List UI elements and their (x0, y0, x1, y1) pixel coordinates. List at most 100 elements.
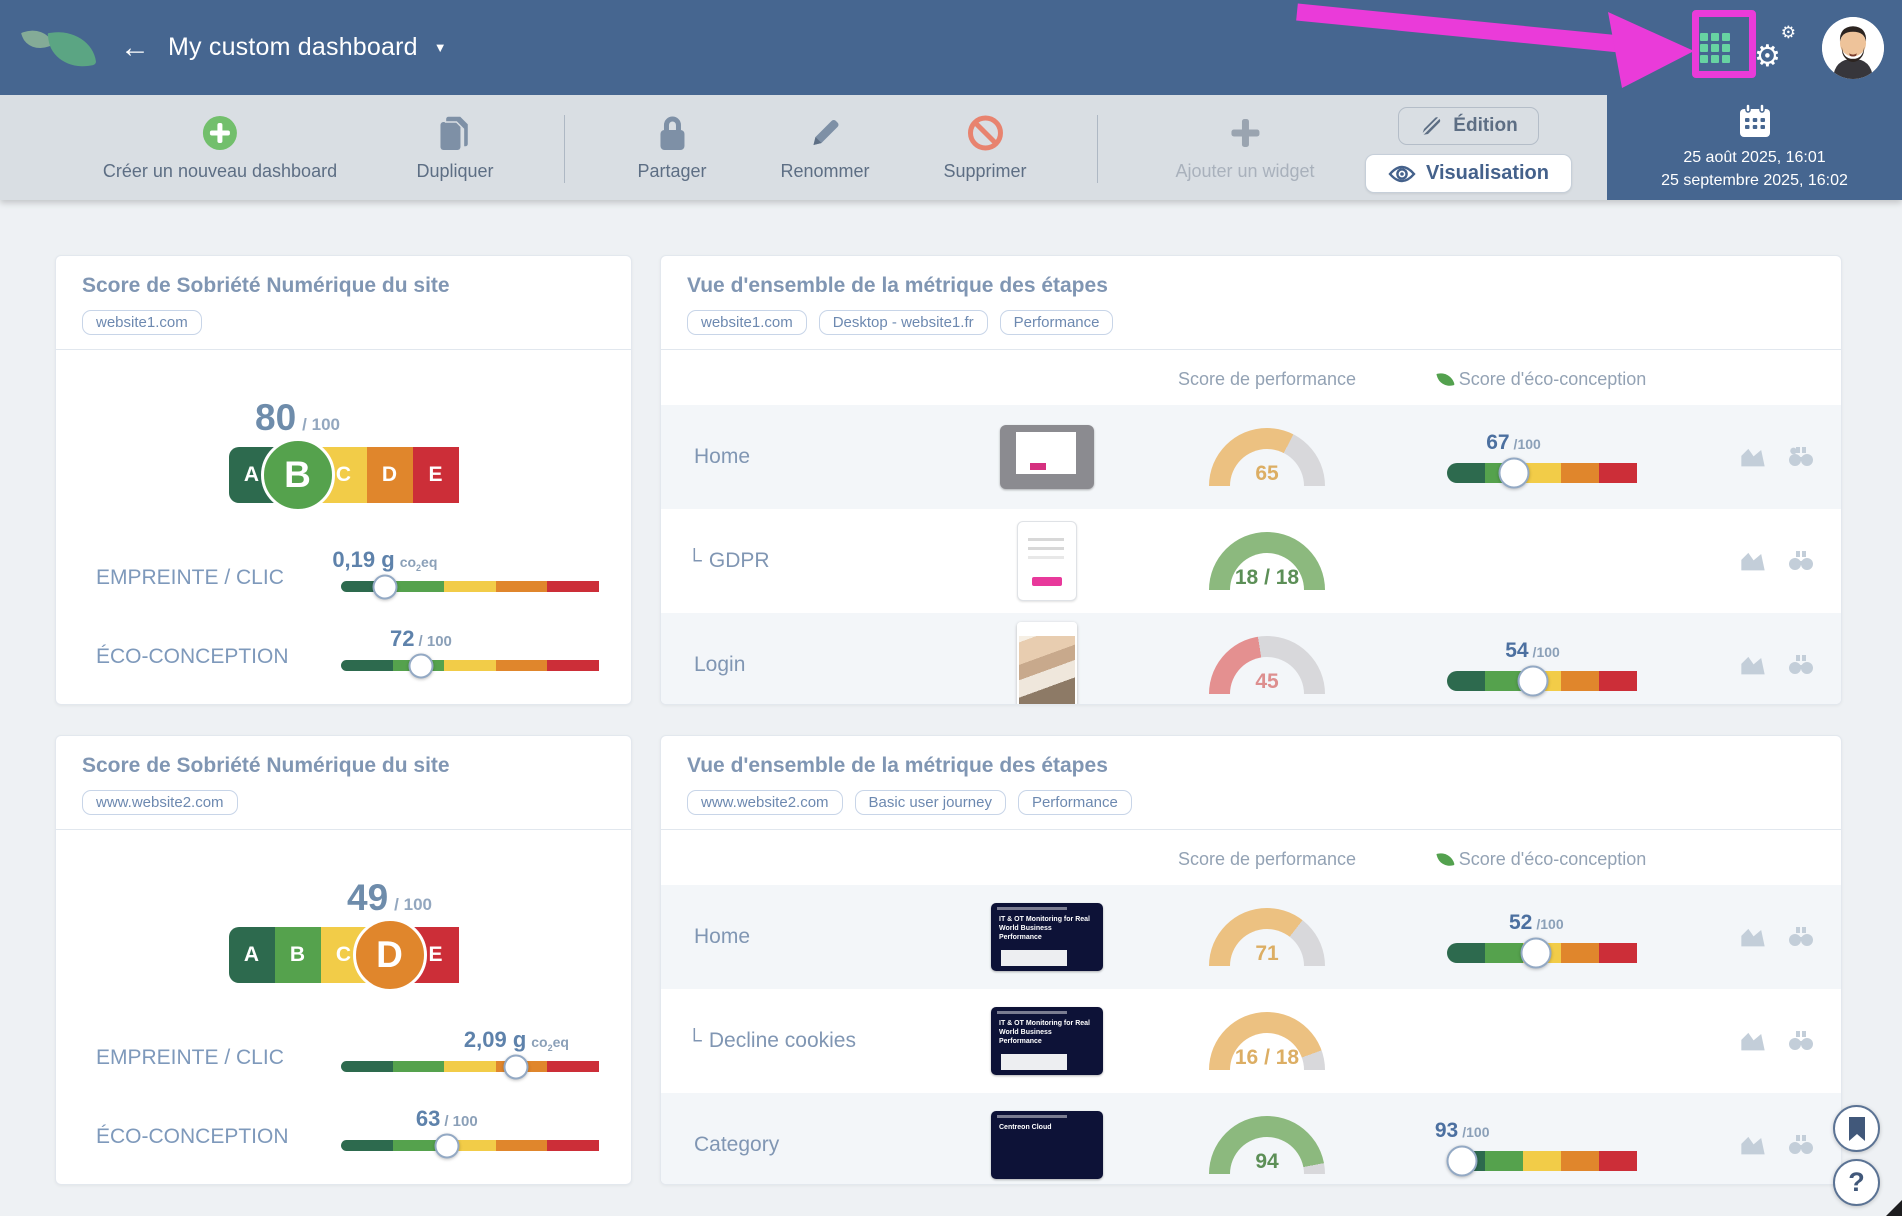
ban-icon (943, 113, 1026, 153)
journey-tag: Basic user journey (854, 790, 1006, 815)
site-tag: www.website2.com (687, 790, 843, 815)
dashboard-title[interactable]: My custom dashboard (168, 33, 418, 61)
help-button[interactable]: ? (1833, 1159, 1880, 1206)
toolbar-divider (564, 115, 565, 183)
date-end: 25 septembre 2025, 16:02 (1661, 172, 1848, 190)
share-button[interactable]: Partager (637, 113, 707, 182)
chart-area-icon[interactable] (1739, 1029, 1767, 1053)
duplicate-button[interactable]: Dupliquer (416, 113, 494, 182)
pen-ruler-icon (1419, 114, 1443, 138)
widgets-grid-icon[interactable] (1700, 32, 1730, 63)
leaf-big-icon (47, 26, 97, 71)
eco-score-cell: 54/100 (1442, 639, 1642, 697)
binoculars-icon[interactable] (1787, 1029, 1815, 1053)
step-label: Category (694, 1133, 780, 1156)
grade-chip: E (412, 447, 459, 503)
col-performance: Score de performance (1177, 369, 1357, 389)
table-header: Score de performance Score d'éco-concept… (661, 830, 1841, 885)
chart-area-icon[interactable] (1739, 445, 1767, 469)
metric-tag: Performance (1017, 790, 1132, 815)
step-thumbnail[interactable]: IT & OT Monitoring for Real World Busine… (991, 903, 1103, 971)
binoculars-icon[interactable] (1787, 445, 1815, 469)
chart-area-icon[interactable] (1739, 653, 1767, 677)
sobriety-grade-scale: 80/ 100 A B C D E B (228, 397, 459, 512)
empreinte-slider: 2,09 g co2eq (341, 1027, 599, 1079)
step-label: Home (694, 925, 751, 948)
sobriety-grade-scale: 49/ 100 A B C D E D (228, 877, 459, 992)
title-dropdown-caret-icon[interactable]: ▼ (433, 40, 447, 55)
dashboard-toolbar: Créer un nouveau dashboard Dupliquer Par… (0, 95, 1902, 200)
active-grade-badge: B (260, 438, 335, 512)
binoculars-icon[interactable] (1787, 925, 1815, 949)
eco-score-cell: 52/100 (1442, 911, 1642, 969)
settings-gears-icon[interactable]: ⚙ ⚙ (1754, 22, 1796, 73)
metric-tag: Performance (999, 310, 1114, 335)
binoculars-icon[interactable] (1787, 1133, 1815, 1157)
step-label: GDPR (708, 549, 770, 572)
bookmark-button[interactable] (1833, 1105, 1880, 1152)
global-score: 80/ 100 (255, 397, 340, 438)
edition-button[interactable]: Édition (1398, 107, 1539, 145)
user-avatar[interactable] (1822, 16, 1884, 79)
plus-circle-icon (103, 113, 337, 153)
eco-score-cell: 67/100 (1442, 431, 1642, 489)
widget-title: Vue d'ensemble de la métrique des étapes (687, 754, 1108, 777)
active-grade-badge: D (352, 918, 427, 992)
back-arrow-icon[interactable]: ← (120, 30, 150, 64)
eco-conception-slider: 72/ 100 (341, 626, 599, 678)
site-tag: website1.com (82, 310, 202, 335)
table-header: Score de performance Score d'éco-concept… (661, 350, 1841, 405)
add-widget-button[interactable]: Ajouter un widget (1175, 113, 1315, 182)
grade-chip: A (228, 927, 275, 983)
create-dashboard-button[interactable]: Créer un nouveau dashboard (103, 113, 337, 182)
col-performance: Score de performance (1177, 849, 1357, 869)
step-thumbnail[interactable]: IT & OT Monitoring for Real World Busine… (991, 1007, 1103, 1075)
step-thumbnail[interactable] (1000, 425, 1094, 489)
table-row: Login 45 54/100 (661, 613, 1841, 704)
table-row: Home 65 67/100 (661, 405, 1841, 509)
empreinte-label: EMPREINTE / CLIC (96, 566, 284, 589)
step-thumbnail[interactable]: Centreon Cloud (991, 1111, 1103, 1179)
eco-score-cell: 93/100 (1435, 1119, 1642, 1177)
lock-icon (637, 113, 706, 153)
toolbar-divider (1097, 115, 1098, 183)
leaf-icon (1436, 850, 1455, 869)
step-label: Decline cookies (708, 1029, 856, 1052)
app-logo-leaf-icon (21, 22, 97, 74)
step-label: Home (694, 445, 751, 468)
col-eco: Score d'éco-conception (1377, 366, 1707, 393)
grade-chip: B (274, 927, 321, 983)
chart-area-icon[interactable] (1739, 925, 1767, 949)
binoculars-icon[interactable] (1787, 549, 1815, 573)
empreinte-label: EMPREINTE / CLIC (96, 1046, 284, 1069)
leaf-icon (1436, 370, 1455, 389)
table-row: Home IT & OT Monitoring for Real World B… (661, 885, 1841, 989)
copy-icon (416, 113, 493, 153)
step-thumbnail[interactable] (1017, 622, 1077, 704)
visualisation-button[interactable]: Visualisation (1364, 154, 1572, 193)
delete-button[interactable]: Supprimer (943, 113, 1027, 182)
performance-gauge: 65 (1209, 428, 1325, 486)
performance-gauge: 94 (1209, 1116, 1325, 1174)
rename-button[interactable]: Renommer (780, 113, 870, 182)
col-eco: Score d'éco-conception (1377, 846, 1707, 873)
site-tag: website1.com (687, 310, 807, 335)
performance-gauge: 18 / 18 (1209, 532, 1325, 590)
widget-overview-site1: Vue d'ensemble de la métrique des étapes… (660, 255, 1842, 705)
step-thumbnail[interactable] (1017, 521, 1077, 601)
binoculars-icon[interactable] (1787, 653, 1815, 677)
grade-chip: D (366, 447, 413, 503)
table-row: Category Centreon Cloud 94 93/100 (661, 1093, 1841, 1184)
eco-conception-slider: 63/ 100 (341, 1106, 599, 1158)
question-mark-icon: ? (1848, 1167, 1865, 1197)
widget-score-site1: Score de Sobriété Numérique du site webs… (55, 255, 632, 705)
widget-title: Score de Sobriété Numérique du site (82, 274, 450, 297)
journey-tag: Desktop - website1.fr (818, 310, 988, 335)
chart-area-icon[interactable] (1739, 1133, 1767, 1157)
chart-area-icon[interactable] (1739, 549, 1767, 573)
performance-gauge: 45 (1209, 636, 1325, 694)
table-row: └ GDPR 18 / 18 (661, 509, 1841, 613)
widget-title: Score de Sobriété Numérique du site (82, 754, 450, 777)
date-range-panel[interactable]: 25 août 2025, 16:01 25 septembre 2025, 1… (1607, 95, 1902, 200)
corner-resize-mark (1886, 1200, 1902, 1216)
